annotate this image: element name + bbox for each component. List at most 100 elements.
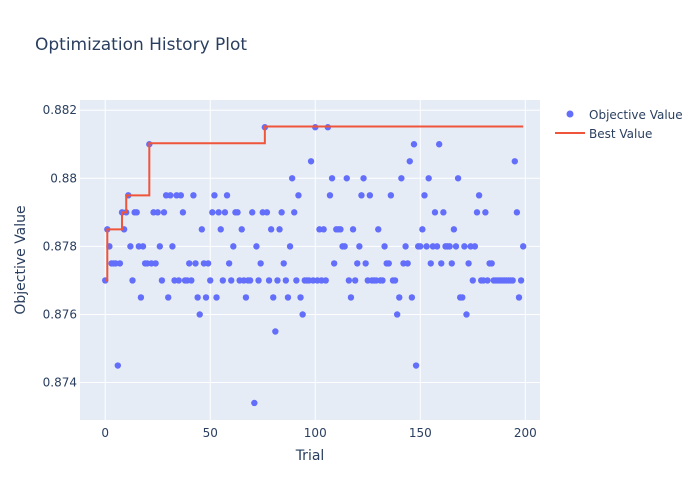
objective-point — [320, 226, 327, 233]
objective-point — [463, 311, 470, 318]
objective-point — [366, 192, 374, 199]
legend-objective-label: Objective Value — [589, 108, 683, 122]
y-tick-label: 0.874 — [43, 376, 77, 390]
objective-point — [440, 209, 447, 216]
objective-point — [186, 260, 193, 267]
objective-point — [282, 277, 290, 284]
objective-point — [274, 277, 281, 284]
objective-point — [154, 209, 161, 216]
objective-point — [276, 226, 283, 233]
y-axis-title: Objective Value — [13, 205, 29, 314]
objective-point — [473, 209, 481, 216]
tick-labels: 0 50 100 150 200 0.874 0.876 0.878 0.88 0.882 — [43, 103, 537, 440]
objective-point — [253, 243, 260, 250]
objective-point — [295, 192, 302, 199]
objective-point — [265, 277, 273, 284]
objective-point — [190, 192, 197, 199]
objective-point — [398, 175, 405, 182]
legend: Objective Value Best Value — [555, 108, 683, 141]
objective-point — [513, 209, 521, 216]
objective-point — [280, 260, 287, 267]
objective-point — [230, 243, 237, 250]
objective-point — [267, 226, 275, 233]
objective-point — [225, 260, 233, 267]
objective-point — [299, 311, 306, 318]
objective-point — [410, 141, 418, 148]
objective-point — [297, 294, 304, 301]
objective-point — [412, 362, 420, 369]
objective-point — [202, 294, 210, 301]
objective-point — [356, 243, 363, 250]
objective-point — [446, 243, 453, 250]
objective-point — [127, 243, 134, 250]
legend-objective-marker — [566, 110, 574, 118]
objective-point — [251, 399, 258, 407]
objective-point — [509, 277, 516, 284]
objective-point — [328, 175, 336, 182]
y-tick-label: 0.876 — [43, 307, 77, 321]
objective-point — [219, 277, 227, 284]
objective-point — [351, 277, 359, 284]
objective-point — [330, 260, 338, 267]
objective-point — [196, 311, 203, 318]
objective-point — [347, 294, 355, 301]
objective-point — [167, 192, 174, 199]
objective-point — [450, 226, 458, 233]
objective-point — [156, 243, 164, 250]
objective-point — [286, 243, 294, 250]
objective-point — [482, 209, 489, 216]
objective-point — [114, 362, 122, 369]
x-tick-label: 150 — [409, 426, 432, 440]
objective-point — [459, 294, 466, 301]
objective-point — [255, 277, 262, 284]
objective-point — [249, 209, 256, 216]
objective-point — [337, 226, 344, 233]
objective-point — [404, 260, 411, 267]
x-tick-label: 100 — [304, 426, 327, 440]
objective-point — [423, 243, 430, 250]
objective-point — [160, 209, 168, 216]
objective-point — [517, 277, 525, 284]
objective-point — [425, 175, 432, 182]
objective-point — [188, 277, 195, 284]
objective-point — [488, 260, 495, 267]
objective-point — [475, 192, 483, 199]
objective-point — [408, 294, 416, 301]
objective-point — [471, 243, 479, 250]
objective-point — [345, 277, 353, 284]
objective-point — [228, 277, 235, 284]
objective-point — [234, 209, 241, 216]
objective-point — [221, 209, 229, 216]
objective-point — [362, 260, 369, 267]
objective-point — [246, 277, 254, 284]
objective-point — [209, 209, 216, 216]
objective-point — [291, 209, 298, 216]
objective-point — [198, 226, 206, 233]
objective-point — [435, 141, 443, 148]
objective-point — [192, 260, 199, 267]
objective-point — [396, 294, 403, 301]
objective-point — [343, 175, 350, 182]
objective-point — [194, 294, 201, 301]
y-tick-label: 0.882 — [43, 103, 77, 117]
best-value-line — [105, 125, 524, 282]
chart-title: Optimization History Plot — [35, 35, 247, 55]
objective-point — [385, 260, 392, 267]
objective-point — [438, 260, 445, 267]
objective-point — [137, 294, 145, 301]
plot-area-background — [80, 100, 540, 420]
objective-point — [270, 294, 277, 301]
objective-point — [354, 260, 361, 267]
objective-point — [223, 192, 231, 199]
objective-point — [375, 226, 382, 233]
objective-point — [393, 311, 401, 318]
objective-point — [402, 243, 409, 250]
objective-point — [257, 260, 264, 267]
objective-point — [307, 158, 315, 165]
objective-point — [427, 260, 434, 267]
objective-point — [465, 260, 472, 267]
objective-point — [139, 243, 147, 250]
objective-point — [158, 277, 166, 284]
objective-point — [379, 277, 386, 284]
